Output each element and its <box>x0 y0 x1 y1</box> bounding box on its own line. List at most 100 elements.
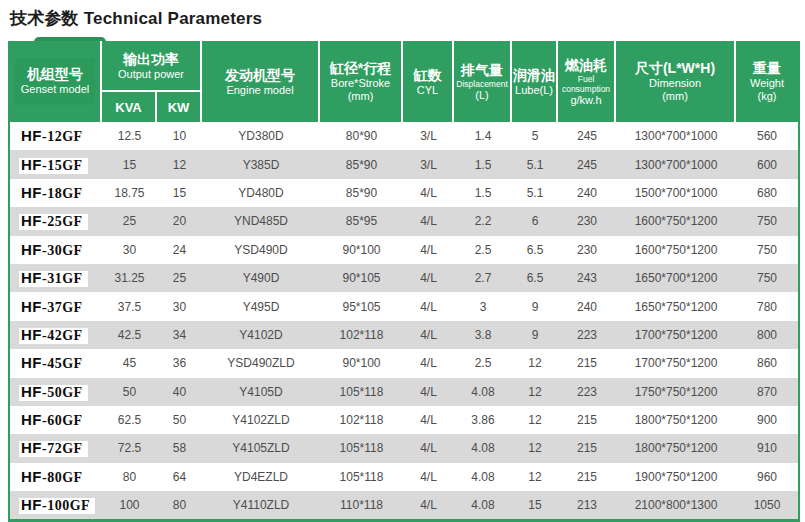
cell-dimension: 1300*700*1000 <box>616 122 736 150</box>
table-row: HF-31GF31.2525Y490D90*1054/L2.76.5243165… <box>10 264 798 292</box>
column-header-weight: 重量 Weight (kg) <box>736 41 798 122</box>
genset-model-prefix: HF <box>21 269 42 286</box>
cell-bore-stroke: 90*100 <box>320 236 403 264</box>
table-row: HF-25GF2520YND485D85*954/L2.262301600*75… <box>10 207 798 235</box>
column-header-fuel-consumption: 燃油耗 Fuel consumption g/kw.h <box>558 41 616 122</box>
genset-model-suffix: -31GF <box>42 271 83 286</box>
table-row: HF-60GF62.550Y4102ZLD102*1184/L3.8612215… <box>10 406 798 434</box>
genset-model-prefix: HF <box>21 411 42 428</box>
displacement-header-zh: 排气量 <box>455 62 509 79</box>
table-row: HF-42GF42.534Y4102D102*1184/L3.892231700… <box>10 321 798 349</box>
fuel-header-en: Fuel consumption <box>559 74 613 94</box>
cell-displacement: 3.86 <box>454 406 512 434</box>
genset-model-prefix: HF <box>21 212 42 229</box>
cell-dimension: 1700*750*1200 <box>616 349 736 377</box>
cell-displacement: 4.08 <box>454 378 512 406</box>
cell-engine: Y495D <box>202 292 320 320</box>
dimension-header-zh: 尺寸(L*W*H) <box>617 60 733 77</box>
cell-weight: 860 <box>736 349 798 377</box>
genset-model-prefix: HF <box>21 496 42 513</box>
cell-bore-stroke: 80*90 <box>320 122 403 150</box>
genset-header-zh: 机组型号 <box>15 66 95 83</box>
genset-model-suffix: -12GF <box>42 129 83 144</box>
table-row: HF-45GF4536YSD490ZLD90*1004/L2.512215170… <box>10 349 798 377</box>
cell-kw: 36 <box>157 349 202 377</box>
cell-fuel: 215 <box>558 434 616 462</box>
cell-weight: 560 <box>736 122 798 150</box>
cell-lube: 12 <box>512 378 558 406</box>
table-row: HF-80GF8064YD4EZLD105*1184/L4.0812215190… <box>10 463 798 491</box>
cell-dimension: 1500*700*1000 <box>616 179 736 207</box>
cell-kva: 50 <box>102 378 157 406</box>
cell-genset-model: HF-42GF <box>10 321 102 349</box>
genset-header-inner-box: 机组型号 Genset model <box>15 58 95 105</box>
cell-engine: YD380D <box>202 122 320 150</box>
engine-header-en: Engine model <box>203 84 317 97</box>
fuel-header-zh: 燃油耗 <box>559 57 613 74</box>
genset-model-suffix: -37GF <box>42 300 83 315</box>
cell-weight: 750 <box>736 264 798 292</box>
cell-lube: 5.1 <box>512 179 558 207</box>
cell-bore-stroke: 105*118 <box>320 434 403 462</box>
cell-bore-stroke: 102*118 <box>320 321 403 349</box>
cell-engine: Y4102ZLD <box>202 406 320 434</box>
genset-model-prefix: HF <box>21 326 42 343</box>
cell-cyl: 4/L <box>403 207 454 235</box>
cell-kw: 64 <box>157 463 202 491</box>
cell-displacement: 1.4 <box>454 122 512 150</box>
genset-model-text: HF-30GF <box>19 243 88 259</box>
cell-fuel: 223 <box>558 378 616 406</box>
genset-model-text: HF-15GF <box>19 158 88 174</box>
table-body: HF-12GF12.510YD380D80*903/L1.452451300*7… <box>10 122 798 519</box>
genset-model-prefix: HF <box>21 468 42 485</box>
weight-header-zh: 重量 <box>737 60 797 77</box>
column-header-kw: KW <box>157 92 202 122</box>
cell-fuel: 230 <box>558 207 616 235</box>
cell-displacement: 4.08 <box>454 434 512 462</box>
genset-model-prefix: HF <box>21 241 42 258</box>
cell-dimension: 1600*750*1200 <box>616 207 736 235</box>
output-power-header-en: Output power <box>103 68 199 81</box>
technical-parameters-table: 机组型号 Genset model 输出功率 Output power 发动机型… <box>10 41 798 519</box>
cyl-header-en: CYL <box>404 84 451 97</box>
genset-model-prefix: HF <box>21 184 42 201</box>
cell-fuel: 240 <box>558 292 616 320</box>
cell-fuel: 223 <box>558 321 616 349</box>
genset-model-suffix: -60GF <box>42 413 83 428</box>
cell-genset-model: HF-12GF <box>10 122 102 150</box>
genset-model-text: HF-80GF <box>19 470 88 486</box>
column-header-genset-model: 机组型号 Genset model <box>10 41 102 122</box>
cell-kva: 42.5 <box>102 321 157 349</box>
table-row: HF-12GF12.510YD380D80*903/L1.452451300*7… <box>10 122 798 150</box>
genset-model-suffix: -15GF <box>42 158 83 173</box>
cell-dimension: 1300*700*1000 <box>616 150 736 178</box>
cell-lube: 9 <box>512 321 558 349</box>
cell-fuel: 240 <box>558 179 616 207</box>
displacement-header-en: Displacement <box>455 79 509 89</box>
cell-displacement: 1.5 <box>454 179 512 207</box>
cell-weight: 900 <box>736 406 798 434</box>
lube-header-zh: 润滑油 <box>513 67 555 84</box>
cell-displacement: 3.8 <box>454 321 512 349</box>
genset-model-text: HF-100GF <box>19 498 95 514</box>
cell-bore-stroke: 90*100 <box>320 349 403 377</box>
genset-model-text: HF-12GF <box>19 129 88 145</box>
genset-model-text: HF-31GF <box>19 271 88 287</box>
cell-cyl: 3/L <box>403 150 454 178</box>
cell-genset-model: HF-80GF <box>10 463 102 491</box>
cell-engine: Y4102D <box>202 321 320 349</box>
cell-dimension: 1650*750*1200 <box>616 292 736 320</box>
table-row: HF-72GF72.558Y4105ZLD105*1184/L4.0812215… <box>10 434 798 462</box>
cell-engine: Y490D <box>202 264 320 292</box>
cell-weight: 800 <box>736 321 798 349</box>
cell-kva: 12.5 <box>102 122 157 150</box>
cell-genset-model: HF-30GF <box>10 236 102 264</box>
cell-fuel: 243 <box>558 264 616 292</box>
cell-kva: 62.5 <box>102 406 157 434</box>
cell-bore-stroke: 85*90 <box>320 150 403 178</box>
cell-kw: 24 <box>157 236 202 264</box>
kw-header-label: KW <box>168 100 190 115</box>
cell-bore-stroke: 110*118 <box>320 491 403 519</box>
column-header-cyl: 缸数 CYL <box>403 41 454 122</box>
genset-model-text: HF-42GF <box>19 328 88 344</box>
